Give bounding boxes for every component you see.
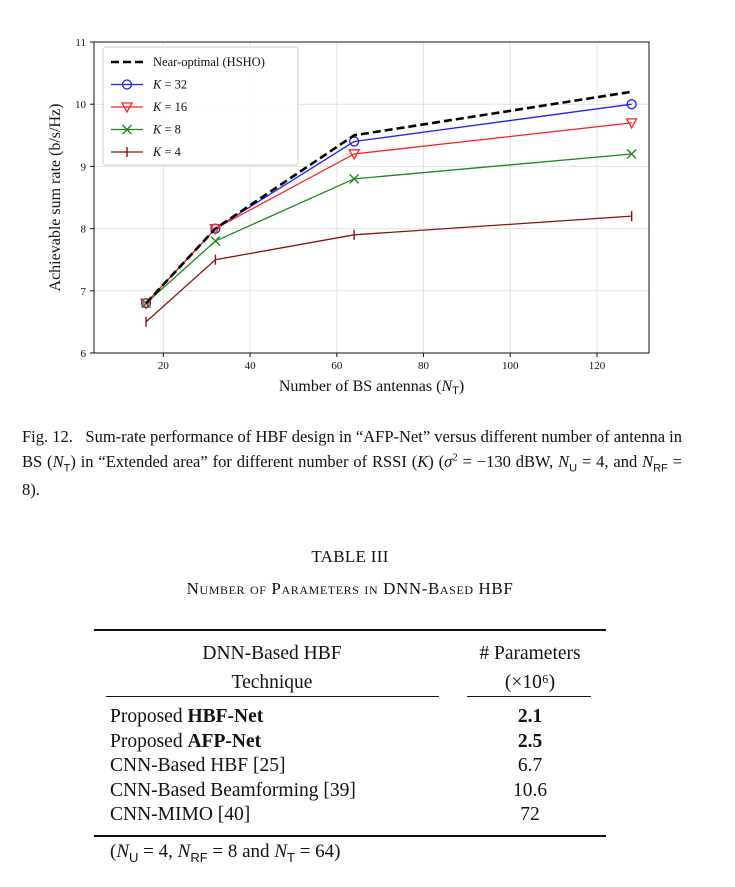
col1-header-line2: Technique (231, 672, 313, 693)
table-row-params: 2.5 (517, 730, 543, 752)
table-row-technique: CNN-Based Beamforming [39] (110, 779, 356, 801)
y-tick-label: 10 (75, 99, 87, 111)
table-row-params: 6.7 (517, 755, 543, 776)
x-tick-label: 40 (245, 360, 257, 372)
x-axis-label: Number of BS antennas (NT) (279, 378, 464, 397)
col2-header: # Parameters (×10⁶) (455, 641, 605, 695)
table-title: TABLE III (311, 547, 389, 566)
table-row-technique: Proposed HBF-Net (110, 706, 264, 727)
y-tick-label: 11 (75, 37, 86, 49)
legend-label: Near-optimal (HSHO) (153, 55, 265, 69)
col2-header-line2: (×10⁶) (504, 672, 556, 693)
series-line (145, 153, 632, 304)
marker-circle (626, 99, 637, 110)
legend-label: K = 8 (152, 123, 181, 137)
marker-x (210, 236, 221, 247)
figure-caption-label: Fig. 12. (22, 427, 73, 446)
marker-triangle (209, 223, 222, 235)
x-tick-label: 120 (589, 360, 606, 372)
table-row-technique: CNN-Based HBF [25] (110, 755, 286, 776)
legend-box (102, 46, 299, 166)
x-tick-label: 100 (502, 360, 519, 372)
table-footnote: (NU = 4, NRF = 8 and NT = 64) (110, 841, 341, 865)
plot-frame (93, 41, 650, 354)
col1-header-line1: DNN-Based HBF (202, 643, 342, 664)
marker-triangle (348, 149, 361, 161)
marker-triangle (139, 298, 153, 310)
y-tick-label: 7 (81, 286, 87, 298)
marker-circle (349, 136, 360, 147)
x-tick-label: 80 (418, 360, 430, 372)
col1-header: DNN-Based HBF Technique (104, 641, 440, 695)
table-row-technique: Proposed AFP-Net (110, 730, 262, 752)
series-line (145, 90, 632, 305)
figure-caption-text: Sum-rate performance of HBF design in “A… (22, 427, 683, 499)
marker-triangle (625, 118, 638, 130)
legend-label: K = 4 (152, 145, 182, 159)
y-tick-label: 9 (81, 161, 87, 173)
y-tick-label: 6 (81, 348, 87, 360)
legend-label: K = 32 (152, 78, 187, 92)
series-line (145, 215, 632, 323)
figure-caption: Fig. 12. Sum-rate performance of HBF des… (22, 426, 682, 500)
col2-header-line1: # Parameters (479, 643, 581, 664)
table-row-params: 72 (520, 804, 540, 825)
col1-header-rule (106, 696, 439, 697)
marker-x (122, 124, 132, 135)
y-axis-label: Achievable sum rate (b/s/Hz) (47, 104, 64, 292)
table-subtitle: Number of Parameters in DNN-Based HBF (186, 579, 514, 598)
table-row-technique: CNN-MIMO [40] (110, 804, 251, 825)
marker-circle (121, 79, 133, 90)
x-tick-label: 60 (331, 360, 343, 372)
legend-label: K = 16 (152, 100, 187, 114)
col2-header-rule (467, 696, 591, 697)
marker-x (626, 148, 637, 159)
table-top-rule (94, 629, 606, 631)
x-tick-label: 20 (158, 360, 170, 372)
table-row-params: 2.1 (517, 706, 543, 727)
y-tick-label: 8 (81, 224, 87, 236)
table-bottom-rule (94, 835, 606, 837)
marker-triangle (120, 102, 134, 114)
sum-rate-chart: 20 40 60 80 100 120 6 7 8 9 10 11 Number of BS anten… (47, 37, 650, 397)
marker-x (349, 173, 360, 184)
table-row-params: 10.6 (512, 779, 548, 801)
